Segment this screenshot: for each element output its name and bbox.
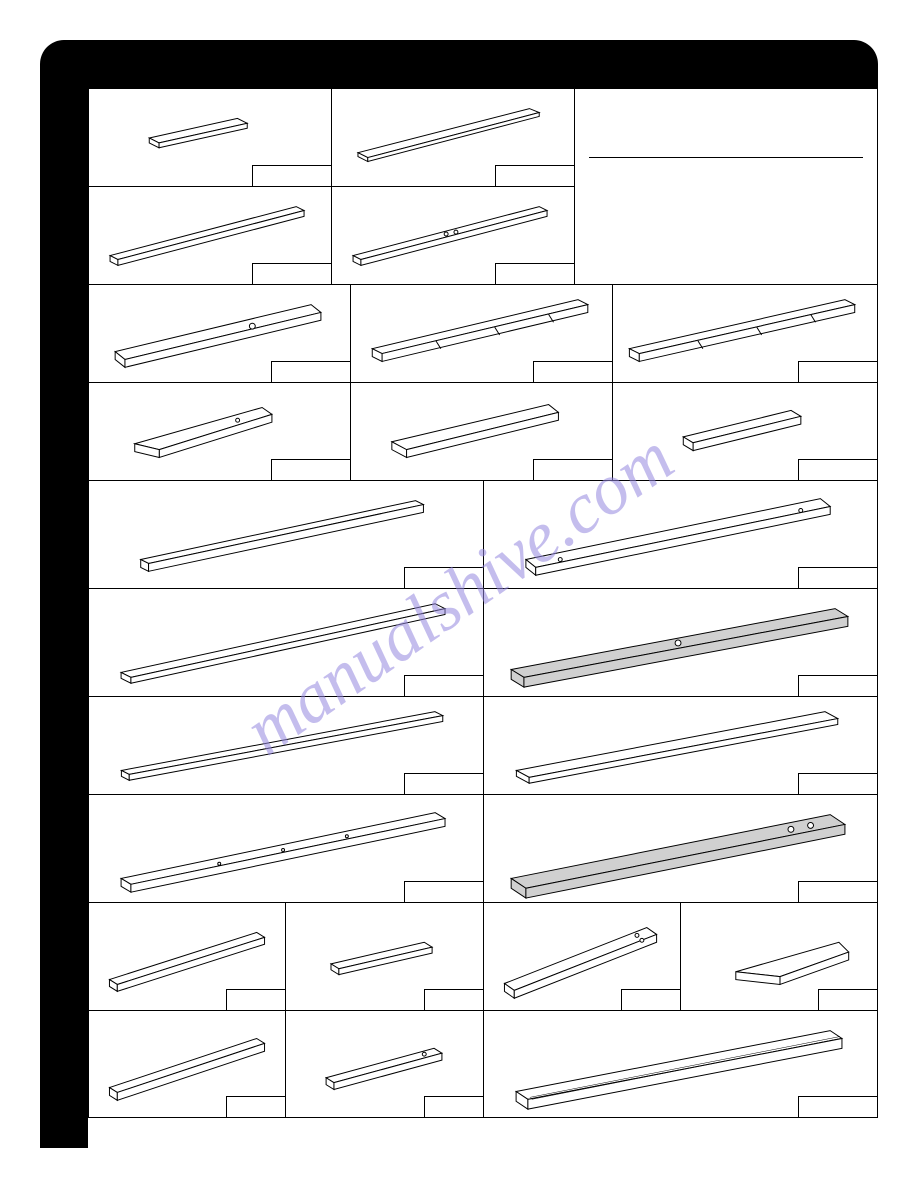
qty-box [621, 989, 681, 1011]
qty-box [252, 165, 332, 187]
qty-box [798, 773, 878, 795]
cell-4-2 [350, 382, 613, 481]
qty-box [495, 263, 575, 285]
cell-4-1 [88, 382, 351, 481]
cell-10-1 [88, 1010, 286, 1118]
cell-8-1 [88, 794, 484, 903]
cell-1-1 [88, 88, 332, 187]
qty-box [252, 263, 332, 285]
cell-9-3 [483, 902, 681, 1011]
page-container: manualshive.com [40, 40, 878, 1148]
qty-box [798, 1096, 878, 1118]
cell-5-2 [483, 480, 878, 589]
qty-box [404, 675, 484, 697]
qty-box [404, 881, 484, 903]
qty-box [495, 165, 575, 187]
cell-4-3 [612, 382, 878, 481]
qty-box [798, 567, 878, 589]
cell-1-2 [331, 88, 575, 187]
content-area [88, 88, 878, 1148]
cell-6-2 [483, 588, 878, 697]
cell-9-1 [88, 902, 286, 1011]
cell-3-1 [88, 284, 351, 383]
cell-6-1 [88, 588, 484, 697]
qty-box [271, 361, 351, 383]
qty-box [533, 361, 613, 383]
cell-3-3 [612, 284, 878, 383]
qty-box [424, 1096, 484, 1118]
qty-box [533, 459, 613, 481]
cell-3-2 [350, 284, 613, 383]
qty-box [798, 361, 878, 383]
qty-box [818, 989, 878, 1011]
info-box [574, 88, 878, 285]
cell-10-3 [483, 1010, 878, 1118]
qty-box [271, 459, 351, 481]
cell-7-2 [483, 696, 878, 795]
qty-box [798, 881, 878, 903]
cell-9-2 [285, 902, 484, 1011]
qty-box [226, 989, 286, 1011]
cell-2-1 [88, 186, 332, 285]
qty-box [798, 675, 878, 697]
qty-box [798, 459, 878, 481]
qty-box [404, 567, 484, 589]
cell-10-2 [285, 1010, 484, 1118]
parts-grid [88, 88, 878, 1148]
qty-box [424, 989, 484, 1011]
cell-2-2 [331, 186, 575, 285]
cell-7-1 [88, 696, 484, 795]
qty-box [226, 1096, 286, 1118]
cell-8-2 [483, 794, 878, 903]
cell-5-1 [88, 480, 484, 589]
info-divider [589, 157, 863, 158]
qty-box [404, 773, 484, 795]
cell-9-4 [680, 902, 878, 1011]
